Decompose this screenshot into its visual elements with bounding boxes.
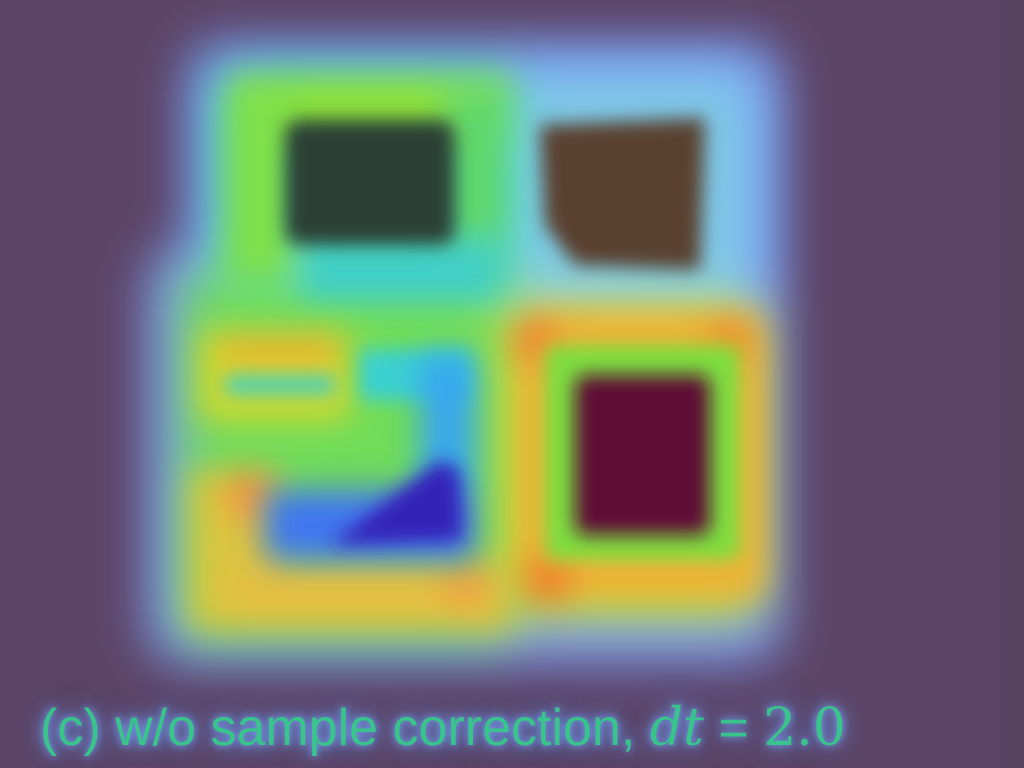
room-top-left: [285, 120, 455, 245]
room-bottom-right: [575, 375, 710, 535]
caption-equals: =: [703, 699, 764, 757]
room-top-right: [540, 118, 705, 270]
caption-label: (c) w/o sample correction,: [40, 699, 650, 757]
caption-variable: dt: [649, 698, 704, 758]
figure-caption: (c) w/o sample correction, dt = 2.0: [40, 696, 846, 760]
room-regions: [285, 118, 710, 535]
caption-value: 2.0: [763, 698, 846, 758]
deep-blue-core: [330, 460, 462, 545]
right-margin-shade: [1000, 0, 1024, 768]
